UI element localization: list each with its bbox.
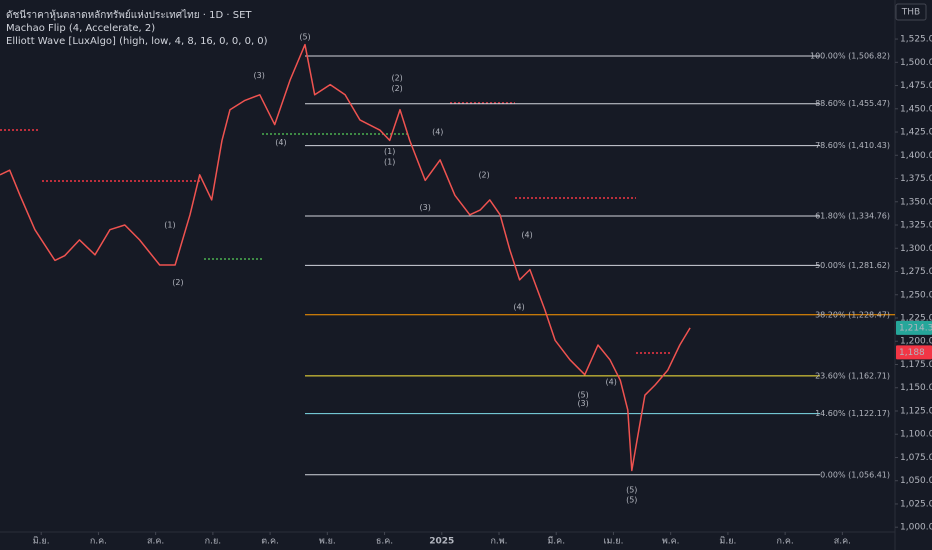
x-tick-label: มี.ค. xyxy=(547,536,565,547)
y-tick-label: 1,025.00 xyxy=(900,499,932,509)
currency[interactable]: THB xyxy=(901,8,920,18)
wave-label: (2) xyxy=(391,84,402,93)
x-tick-label: ก.พ. xyxy=(490,537,507,547)
wave-label: (4) xyxy=(513,302,524,311)
y-tick-label: 1,300.00 xyxy=(900,244,932,254)
y-tick-label: 1,200.00 xyxy=(900,337,932,347)
legend-line: ดัชนีราคาหุ้นตลาดหลักทรัพย์แห่งประเทศไทย… xyxy=(6,9,252,21)
y-tick-label: 1,100.00 xyxy=(900,430,932,440)
legend-line: Machao Flip (4, Accelerate, 2) xyxy=(6,23,155,34)
x-tick-label: มิ.ย. xyxy=(33,536,50,547)
wave-label: (1) xyxy=(384,157,395,166)
y-tick-label: 1,450.00 xyxy=(900,104,932,114)
y-tick-label: 1,400.00 xyxy=(900,151,932,161)
y-tick-label: 1,500.00 xyxy=(900,58,932,68)
y-tick-label: 1,050.00 xyxy=(900,476,932,486)
x-tick-label: ส.ค. xyxy=(834,537,851,547)
wave-label: (5) xyxy=(299,33,310,42)
plot: 100.00% (1,506.82) 88.60% (1,455.47) 78.60… xyxy=(0,33,895,505)
wave-label: (2) xyxy=(172,278,183,287)
wave-label: (4) xyxy=(275,138,286,147)
x-tick-label: 2025 xyxy=(429,537,454,547)
price-tag-box xyxy=(896,320,932,335)
x-tick-label: ส.ค. xyxy=(147,537,164,547)
price-tag-box xyxy=(896,345,932,360)
y-tick-label: 1,325.00 xyxy=(900,221,932,231)
fib-label: 0.00% (1,056.41) xyxy=(820,470,890,479)
y-tick-label: 1,525.00 xyxy=(900,35,932,45)
wave-label: (1) xyxy=(384,147,395,156)
legend-line: Elliott Wave [LuxAlgo] (high, low, 4, 8,… xyxy=(6,36,268,47)
wave-label: (5) xyxy=(577,391,588,400)
fib-label: 50.00% (1,281.62) xyxy=(815,261,890,270)
fib-label: 14.60% (1,122.17) xyxy=(815,409,890,418)
fib-label: 88.60% (1,455.47) xyxy=(815,99,890,108)
x-tick-label: ต.ค. xyxy=(261,537,279,547)
wave-label: (4) xyxy=(432,128,443,137)
y-tick-label: 1,125.00 xyxy=(900,406,932,416)
x-tick-label: มิ.ย. xyxy=(719,536,736,547)
y-tick-label: 1,075.00 xyxy=(900,453,932,463)
x-tick-label: พ.ค. xyxy=(662,537,680,547)
fib-label: 61.80% (1,334.76) xyxy=(815,211,890,220)
y-tick-label: 1,000.00 xyxy=(900,523,932,533)
price-tag: 1,188 xyxy=(899,348,925,358)
wave-label: (3) xyxy=(254,71,265,80)
y-tick-label: 1,150.00 xyxy=(900,383,932,393)
x-tick-label: ธ.ค. xyxy=(376,537,393,547)
y-tick-label: 1,250.00 xyxy=(900,290,932,300)
x-tick-label: ก.ค. xyxy=(777,537,794,547)
x-tick-label: เม.ย. xyxy=(603,537,623,547)
fib-label: 23.60% (1,162.71) xyxy=(815,371,890,380)
x-tick-label: ก.ย. xyxy=(205,537,221,547)
price-line xyxy=(0,43,691,472)
y-tick-label: 1,275.00 xyxy=(900,267,932,277)
y-tick-label: 1,350.00 xyxy=(900,197,932,207)
wave-label: (4) xyxy=(521,231,532,240)
y-tick-label: 1,375.00 xyxy=(900,174,932,184)
wave-label: (5) xyxy=(626,486,637,495)
wave-label: (2) xyxy=(478,170,489,179)
x-tick-label: พ.ย. xyxy=(319,537,336,547)
currency-box[interactable] xyxy=(895,3,927,21)
wave-label: (3) xyxy=(420,203,431,212)
y-tick-label: 1,475.00 xyxy=(900,81,932,91)
wave-label: (1) xyxy=(164,221,175,230)
fib-label: 100.00% (1,506.82) xyxy=(810,51,890,60)
y-tick-label: 1,225.00 xyxy=(900,314,932,324)
wave-label: (4) xyxy=(605,378,616,387)
fib-label: 38.20% (1,228.47) xyxy=(815,310,890,319)
y-tick-label: 1,175.00 xyxy=(900,360,932,370)
indicator-levels xyxy=(0,102,672,354)
wave-label: (3) xyxy=(577,399,588,408)
x-tick-label: ก.ค. xyxy=(90,537,107,547)
price-tag: 1,214.39 xyxy=(899,323,932,333)
fib-label: 78.60% (1,410.43) xyxy=(815,141,890,150)
wave-label: (2) xyxy=(391,74,402,83)
wave-label: (5) xyxy=(626,496,637,505)
y-tick-label: 1,425.00 xyxy=(900,128,932,138)
